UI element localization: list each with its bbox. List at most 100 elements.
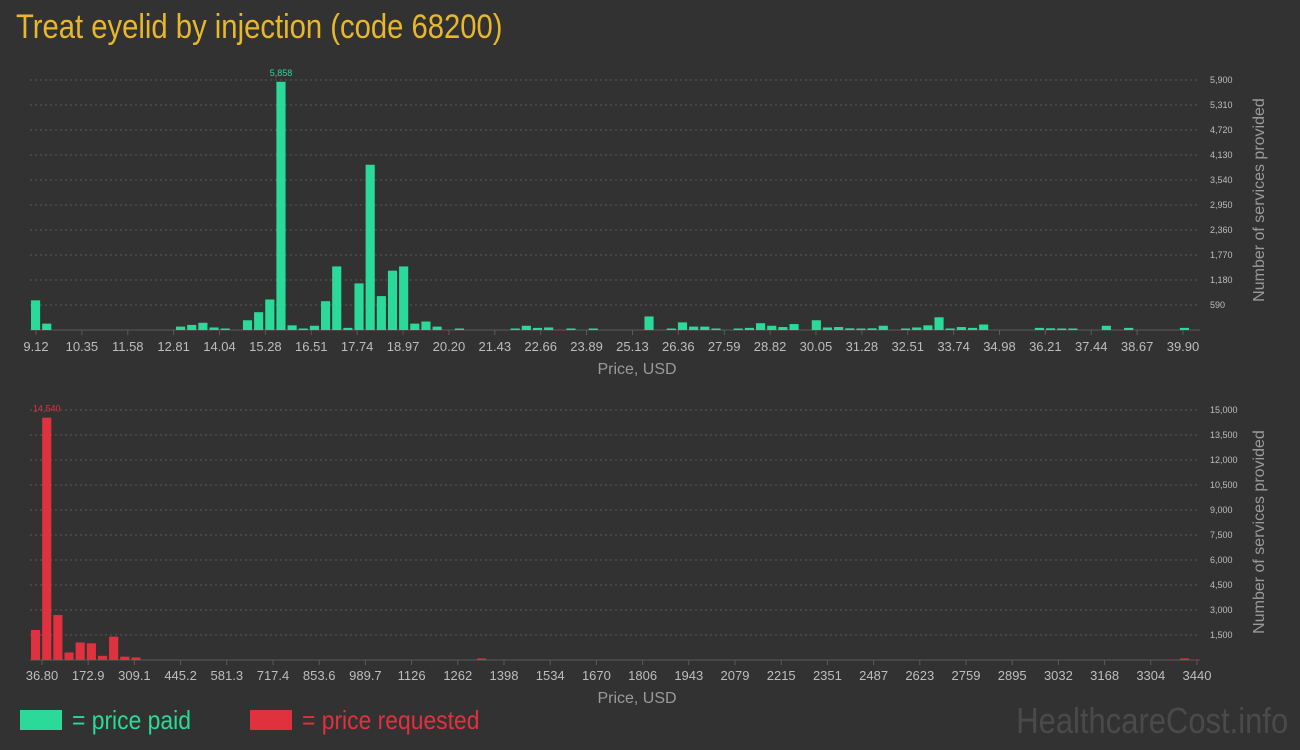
paid-bar: [744, 327, 754, 330]
paid-bar: [321, 301, 331, 330]
requested-x-tick-label: 3304: [1136, 668, 1165, 683]
watermark-logo: HealthcareCost.info: [1016, 700, 1288, 741]
requested-x-tick-label: 1262: [443, 668, 472, 683]
requested-y-tick-label: 6,000: [1210, 555, 1233, 565]
requested-x-tick-label: 581.3: [211, 668, 244, 683]
requested-swatch: [250, 710, 292, 730]
paid-bar: [42, 323, 52, 330]
paid-x-tick-label: 30.05: [800, 339, 833, 354]
requested-bar: [1179, 658, 1189, 660]
paid-x-tick-label: 11.58: [112, 339, 144, 354]
requested-x-tick-label: 3168: [1090, 668, 1119, 683]
requested-x-tick-label: 3032: [1044, 668, 1073, 683]
requested-y-tick-label: 7,500: [1210, 530, 1233, 540]
paid-bar: [532, 327, 543, 330]
paid-x-tick-label: 31.28: [846, 339, 879, 354]
paid-x-tick-label: 27.59: [708, 339, 741, 354]
paid-bar: [1101, 325, 1111, 330]
paid-bar: [1179, 327, 1189, 330]
paid-bar: [756, 323, 766, 330]
paid-bar: [521, 325, 531, 330]
paid-bar: [588, 328, 598, 330]
paid-bar: [677, 322, 688, 330]
paid-x-tick-label: 32.51: [891, 339, 924, 354]
requested-x-tick-label: 853.6: [303, 668, 336, 683]
requested-bar: [86, 643, 96, 660]
requested-bar: [120, 656, 130, 660]
requested-x-tick-label: 2759: [952, 668, 981, 683]
paid-x-tick-label: 26.36: [662, 339, 695, 354]
paid-bar: [767, 325, 777, 330]
paid-bar: [343, 327, 353, 330]
paid-y-tick-label: 5,310: [1210, 100, 1233, 110]
paid-x-tick-label: 18.97: [387, 339, 420, 354]
paid-x-tick-label: 20.20: [433, 339, 466, 354]
price-paid-chart: 590 1,180 1,770 2,360 2,950 3,540 4,130 4,720 5,…: [23, 68, 1268, 378]
paid-bar: [454, 328, 464, 330]
paid-bar: [254, 312, 264, 330]
paid-bar: [209, 327, 219, 330]
paid-bar: [1068, 328, 1078, 330]
requested-x-tick-label: 2487: [859, 668, 888, 683]
requested-x-tick-label: 989.7: [349, 668, 382, 683]
paid-bar: [956, 327, 966, 330]
requested-x-tick-label: 1534: [536, 668, 565, 683]
paid-x-tick-label: 16.51: [295, 339, 328, 354]
paid-x-tick-label: 36.21: [1029, 339, 1062, 354]
requested-x-tick-label: 1806: [628, 668, 657, 683]
legend-item-requested: = price requested: [250, 704, 504, 736]
paid-bar: [220, 328, 230, 330]
page-title: Treat eyelid by injection (code 68200): [16, 8, 503, 46]
paid-bar: [1046, 328, 1056, 330]
paid-bar: [1057, 328, 1067, 330]
requested-y-tick-label: 1,500: [1210, 630, 1233, 640]
paid-bar: [265, 299, 275, 330]
price-requested-chart: 1,500 3,000 4,500 6,000 7,500 9,000 10,500 12,0…: [26, 404, 1268, 707]
paid-y-tick-label: 3,540: [1210, 175, 1233, 185]
paid-y-tick-label: 4,130: [1210, 150, 1233, 160]
paid-bar: [510, 328, 520, 330]
requested-y-axis-title: Number of services provided: [1251, 430, 1268, 634]
paid-bar: [934, 317, 944, 330]
requested-bar: [109, 636, 119, 660]
requested-y-tick-label: 12,000: [1210, 455, 1238, 465]
paid-bar: [666, 328, 676, 330]
paid-bar: [399, 266, 409, 330]
paid-x-tick-label: 38.67: [1121, 339, 1154, 354]
paid-bar: [811, 320, 821, 330]
paid-bar: [198, 322, 208, 330]
paid-bar: [332, 266, 342, 330]
paid-bar: [354, 283, 364, 330]
paid-bar: [912, 327, 922, 330]
paid-x-tick-label: 21.43: [479, 339, 512, 354]
requested-x-tick-label: 1398: [490, 668, 519, 683]
paid-peak-label: 5,858: [270, 68, 293, 78]
paid-bar: [967, 327, 978, 330]
paid-bar: [309, 325, 319, 330]
paid-bar: [901, 328, 911, 330]
requested-x-tick-label: 172.9: [72, 668, 105, 683]
paid-x-tick-label: 10.35: [66, 339, 99, 354]
paid-x-tick-label: 22.66: [524, 339, 557, 354]
paid-y-tick-label: 1,770: [1210, 250, 1233, 260]
requested-peak-label: 14,540: [33, 404, 61, 414]
requested-bar: [97, 655, 108, 660]
paid-bar: [242, 320, 253, 330]
legend-label-paid: = price paid: [72, 704, 191, 735]
paid-y-tick-label: 2,360: [1210, 225, 1233, 235]
requested-x-tick-label: 717.4: [257, 668, 290, 683]
paid-bar: [711, 328, 721, 330]
requested-y-tick-label: 3,000: [1210, 605, 1233, 615]
paid-bar: [287, 325, 297, 330]
paid-bar: [733, 328, 743, 330]
requested-bar: [64, 652, 74, 660]
paid-bar: [365, 164, 375, 330]
paid-y-tick-label: 5,900: [1210, 75, 1233, 85]
paid-bar: [945, 328, 955, 330]
paid-x-tick-label: 25.13: [616, 339, 649, 354]
paid-x-tick-label: 37.44: [1075, 339, 1108, 354]
requested-y-tick-label: 10,500: [1210, 480, 1238, 490]
paid-bar: [432, 326, 442, 330]
requested-x-tick-label: 309.1: [118, 668, 151, 683]
